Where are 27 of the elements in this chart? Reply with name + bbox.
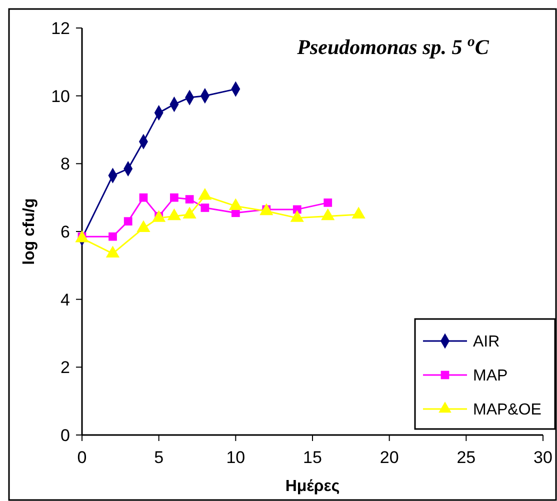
legend-label: MAP	[473, 368, 508, 385]
point	[324, 198, 332, 207]
y-tick-label: 6	[60, 222, 70, 242]
x-axis-title: Ημέρες	[285, 478, 340, 495]
y-tick-label: 4	[60, 290, 70, 310]
point	[200, 204, 210, 212]
point	[124, 217, 132, 226]
x-tick-label: 15	[303, 448, 322, 467]
y-tick-label: 10	[51, 86, 70, 106]
point	[139, 193, 148, 202]
x-tick-label: 25	[456, 448, 476, 467]
point	[170, 193, 178, 202]
y-tick-label: 0	[60, 426, 70, 445]
y-tick-label: 8	[60, 154, 70, 174]
x-tick-label: 5	[154, 448, 164, 467]
x-tick-label: 10	[226, 448, 246, 467]
point	[185, 195, 194, 204]
y-tick-label: 2	[60, 358, 70, 378]
x-tick-label: 0	[77, 448, 87, 467]
point	[108, 232, 117, 241]
x-tick-label: 20	[380, 448, 399, 467]
x-tick-label: 30	[534, 448, 552, 467]
legend-label: AIR	[473, 334, 500, 351]
chart-title: Pseudomonas sp. 5 $^{o}$C	[296, 34, 490, 59]
legend-label: MAP&OE	[473, 402, 542, 419]
y-tick-label: 12	[51, 18, 70, 38]
y-axis-title: log cfu/g	[21, 198, 38, 265]
